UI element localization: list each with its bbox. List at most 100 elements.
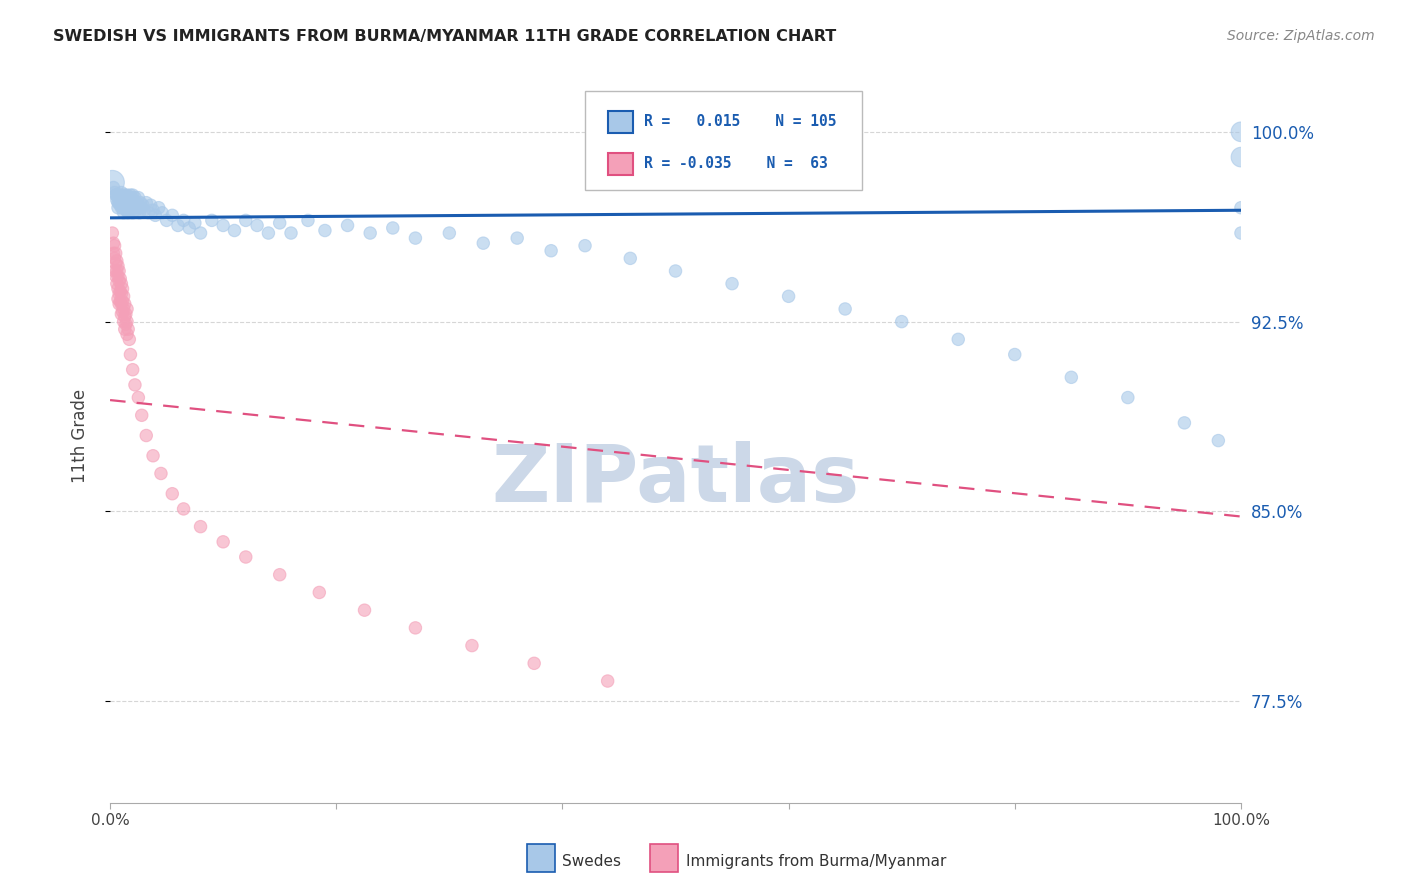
Text: Immigrants from Burma/Myanmar: Immigrants from Burma/Myanmar [686, 855, 946, 869]
Point [115, 315, 138, 329]
Point [353, 603, 375, 617]
Point [104, 186, 127, 200]
Point [280, 226, 302, 240]
Point [142, 203, 165, 218]
Point [156, 213, 179, 227]
Point [173, 502, 195, 516]
Point [104, 252, 127, 266]
Point [112, 206, 135, 220]
Point [148, 201, 170, 215]
Point [108, 286, 131, 301]
Point [115, 317, 138, 331]
Point [112, 315, 135, 329]
Point [117, 322, 139, 336]
Point [1230, 125, 1253, 139]
Point [167, 219, 190, 233]
Point [121, 198, 143, 212]
Point [619, 252, 641, 266]
Point [1116, 391, 1139, 405]
Point [104, 238, 127, 252]
Point [246, 219, 269, 233]
Point [122, 201, 145, 215]
Point [132, 198, 155, 212]
Point [111, 282, 134, 296]
Point [834, 301, 856, 316]
Point [104, 264, 127, 278]
Point [104, 256, 127, 270]
Point [104, 188, 127, 202]
Point [107, 282, 129, 296]
Text: Source: ZipAtlas.com: Source: ZipAtlas.com [1227, 29, 1375, 43]
Point [110, 193, 132, 207]
Point [110, 307, 132, 321]
Point [127, 391, 149, 405]
Point [120, 203, 142, 218]
Point [110, 271, 132, 285]
Point [110, 297, 132, 311]
Point [112, 191, 135, 205]
Point [190, 519, 212, 533]
Point [103, 246, 125, 260]
Point [115, 191, 138, 205]
Point [115, 307, 138, 321]
Point [314, 223, 336, 237]
Point [359, 226, 381, 240]
Point [297, 213, 319, 227]
Point [115, 203, 138, 218]
Point [107, 191, 129, 205]
Point [111, 188, 134, 202]
Point [127, 198, 149, 212]
Point [721, 277, 744, 291]
Point [439, 226, 461, 240]
Point [1230, 150, 1253, 164]
Point [308, 585, 330, 599]
Point [143, 208, 166, 222]
Text: ZIPatlas: ZIPatlas [491, 441, 859, 518]
Point [107, 268, 129, 283]
Point [162, 208, 184, 222]
Point [115, 188, 138, 202]
Text: Swedes: Swedes [562, 855, 621, 869]
Point [664, 264, 686, 278]
Point [404, 231, 426, 245]
Point [1060, 370, 1083, 384]
Point [139, 198, 162, 212]
Y-axis label: 11th Grade: 11th Grade [72, 388, 89, 483]
Point [108, 188, 131, 202]
Point [224, 223, 246, 237]
Point [472, 236, 495, 251]
Point [120, 195, 142, 210]
Point [117, 191, 139, 205]
Point [103, 180, 125, 194]
Point [110, 285, 132, 299]
Point [110, 277, 132, 291]
Point [135, 428, 157, 442]
Point [138, 206, 160, 220]
Point [110, 198, 132, 212]
Point [108, 274, 131, 288]
Text: R =   0.015    N = 105: R = 0.015 N = 105 [644, 114, 837, 129]
Point [118, 201, 141, 215]
Point [269, 567, 291, 582]
Point [112, 198, 135, 212]
Point [118, 332, 141, 346]
Point [128, 206, 150, 220]
Point [1230, 201, 1253, 215]
Point [105, 193, 128, 207]
Point [235, 213, 257, 227]
Point [381, 221, 404, 235]
Point [115, 301, 138, 316]
Point [125, 195, 148, 210]
Point [110, 201, 132, 215]
Point [127, 191, 149, 205]
FancyBboxPatch shape [607, 111, 633, 133]
Point [124, 198, 146, 212]
FancyBboxPatch shape [607, 153, 633, 175]
Point [142, 449, 165, 463]
Point [118, 193, 141, 207]
Point [107, 195, 129, 210]
Point [127, 201, 149, 215]
Point [110, 186, 132, 200]
Point [131, 201, 153, 215]
Point [1004, 347, 1026, 361]
